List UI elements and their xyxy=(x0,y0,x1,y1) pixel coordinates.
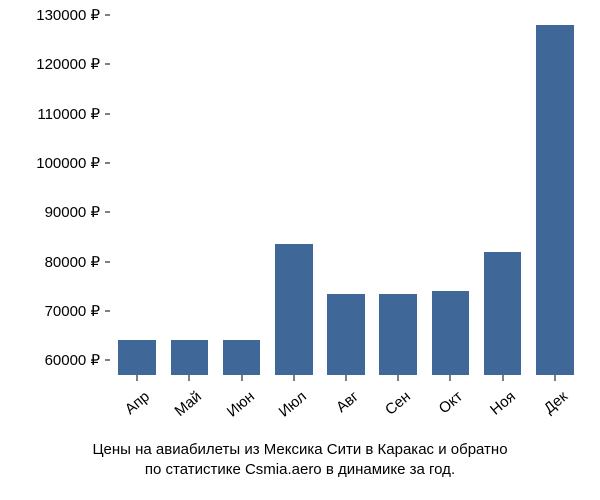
bar xyxy=(379,294,417,375)
bar xyxy=(223,340,261,375)
x-tick-label: Дек xyxy=(541,388,571,417)
bar-slot xyxy=(372,15,424,375)
bar-slot xyxy=(529,15,581,375)
x-tick-label: Окт xyxy=(436,388,466,417)
x-tick-label: Апр xyxy=(122,388,153,418)
plot-area xyxy=(110,15,580,375)
y-tick-label: 110000 ₽ xyxy=(0,105,100,123)
bar xyxy=(536,25,574,375)
x-tick-label: Авг xyxy=(333,388,362,416)
bar-slot xyxy=(215,15,267,375)
bar xyxy=(171,340,209,375)
x-tick-label: Июл xyxy=(275,388,309,421)
bars-container xyxy=(111,15,580,375)
bar xyxy=(327,294,365,375)
bar xyxy=(484,252,522,375)
bar-slot xyxy=(477,15,529,375)
bar-slot xyxy=(268,15,320,375)
x-tick-label: Май xyxy=(172,388,205,420)
y-tick-label: 70000 ₽ xyxy=(0,302,100,320)
chart-caption: Цены на авиабилеты из Мексика Сити в Кар… xyxy=(0,440,600,481)
bar-slot xyxy=(163,15,215,375)
bar xyxy=(118,340,156,375)
y-tick-label: 120000 ₽ xyxy=(0,55,100,73)
x-tick-label: Сен xyxy=(382,388,414,419)
bar-slot xyxy=(424,15,476,375)
y-tick-label: 80000 ₽ xyxy=(0,253,100,271)
bar xyxy=(275,244,313,375)
x-tick-label: Июн xyxy=(223,388,257,421)
x-axis-labels: Апр Май Июн Июл Авг Сен Окт Ноя Дек xyxy=(110,380,580,440)
y-axis-ticks: 60000 ₽ 70000 ₽ 80000 ₽ 90000 ₽ 100000 ₽ 1100… xyxy=(0,15,110,375)
y-tick-label: 130000 ₽ xyxy=(0,6,100,24)
caption-line-2: по статистике Csmia.aero в динамике за г… xyxy=(20,460,580,480)
y-tick-label: 60000 ₽ xyxy=(0,351,100,369)
price-chart: 60000 ₽ 70000 ₽ 80000 ₽ 90000 ₽ 100000 ₽ 1100… xyxy=(0,0,600,500)
bar-slot xyxy=(111,15,163,375)
caption-line-1: Цены на авиабилеты из Мексика Сити в Кар… xyxy=(20,440,580,460)
bar xyxy=(432,291,470,375)
y-tick-label: 100000 ₽ xyxy=(0,154,100,172)
x-tick-label: Ноя xyxy=(487,388,519,419)
y-tick-label: 90000 ₽ xyxy=(0,203,100,221)
bar-slot xyxy=(320,15,372,375)
